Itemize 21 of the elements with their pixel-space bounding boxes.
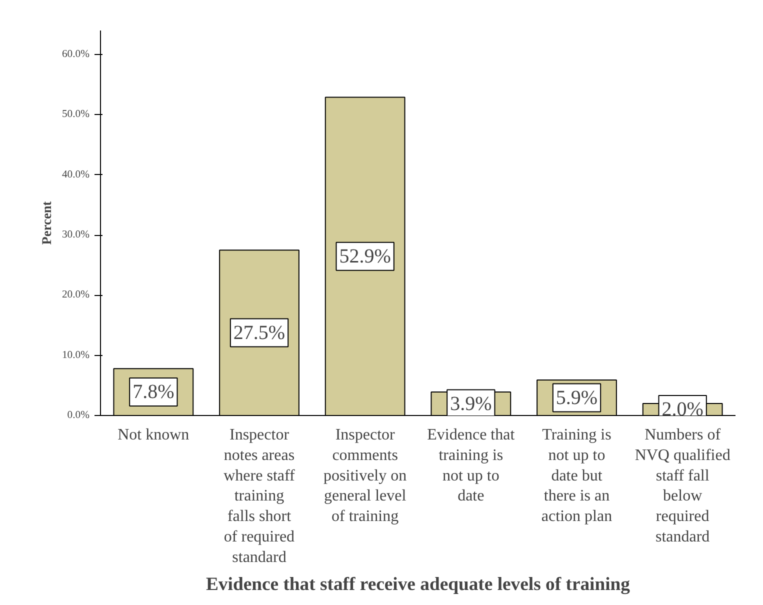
y-tick-label: 50.0% [62, 109, 90, 120]
y-tick-label: 20.0% [62, 290, 90, 301]
x-tick-label: Evidence that training is not up to date [427, 426, 516, 505]
data-label: 52.9% [339, 245, 391, 268]
x-tick-label: Inspector notes areas where staff training falls short of required standard [224, 426, 296, 566]
x-tick-label: Not known [118, 426, 190, 444]
data-label: 27.5% [233, 322, 286, 344]
x-tick-label: Training is not up to date but there is an action plan [541, 426, 612, 526]
y-tick-label: 30.0% [62, 230, 90, 241]
y-tick-label: 10.0% [62, 350, 90, 361]
data-label: 5.9% [556, 386, 598, 409]
data-label: 2.0% [662, 398, 704, 420]
data-label: 7.8% [132, 381, 174, 404]
x-tick-label: Inspector comments positively on general level of training [324, 426, 407, 526]
y-tick-label: 0.0% [67, 410, 90, 421]
data-label: 3.9% [450, 392, 492, 415]
x-tick-label: Numbers of NVQ qualified staff fall below required standard [634, 426, 730, 546]
y-axis-title: Percent [38, 200, 54, 245]
x-axis-title: Evidence that staff receive adequate levels of training [206, 574, 631, 595]
y-tick-label: 60.0% [62, 49, 90, 60]
y-tick-label: 40.0% [62, 169, 90, 180]
